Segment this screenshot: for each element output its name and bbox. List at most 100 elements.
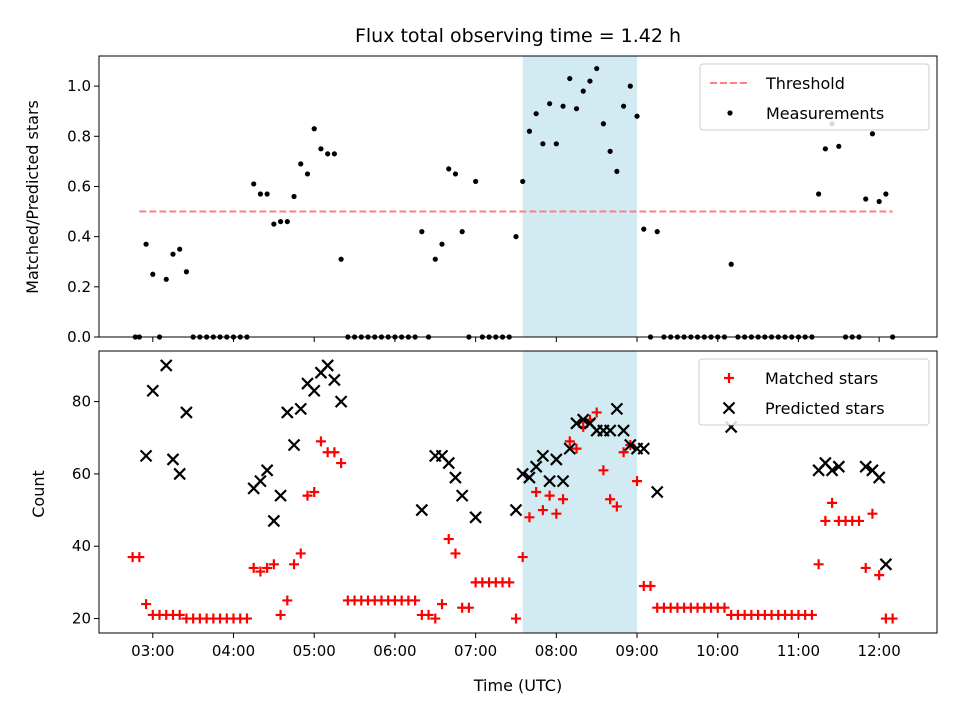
data-point [617, 424, 630, 437]
data-point [180, 406, 193, 419]
data-point [867, 508, 878, 519]
y-tick-label: 0.2 [67, 278, 91, 296]
data-point [594, 65, 600, 72]
data-point [728, 261, 734, 267]
data-point [719, 602, 730, 613]
legend: Matched stars Predicted stars [698, 358, 930, 426]
data-point [560, 103, 566, 109]
data-point [634, 113, 640, 119]
data-point [863, 196, 869, 202]
data-point [311, 126, 317, 132]
data-point [531, 487, 542, 497]
legend-box [698, 358, 930, 426]
data-point [620, 103, 627, 109]
data-point [537, 505, 548, 516]
data-point [260, 464, 274, 477]
y-tick-label: 0.8 [67, 127, 91, 145]
data-point [255, 566, 266, 577]
y-axis-label-bottom: Count [29, 470, 48, 518]
data-point [446, 166, 452, 172]
data-point [150, 271, 156, 277]
data-point [430, 613, 441, 624]
x-tick-label: 09:00 [615, 642, 658, 660]
data-point [173, 467, 186, 481]
data-point [291, 193, 297, 200]
data-point [139, 449, 153, 463]
data-point [410, 595, 421, 606]
data-point [654, 229, 660, 235]
data-point [816, 191, 822, 197]
data-point [170, 251, 176, 257]
legend-label: Predicted stars [765, 399, 885, 418]
data-point [143, 241, 149, 247]
data-point [423, 609, 434, 620]
data-point [274, 489, 287, 502]
data-point [321, 359, 334, 372]
data-point [827, 497, 838, 508]
data-point [309, 487, 320, 497]
data-point [533, 111, 539, 117]
data-point [887, 613, 898, 624]
data-point [650, 485, 664, 499]
data-point [257, 191, 264, 197]
legend-swatch [722, 401, 736, 415]
data-point [556, 474, 570, 488]
x-tick-label: 06:00 [373, 642, 416, 660]
data-point [267, 514, 281, 528]
legend-box [699, 63, 930, 131]
data-point [463, 602, 474, 613]
data-point [275, 609, 286, 620]
data-point [163, 276, 169, 282]
data-point [576, 413, 590, 426]
data-point [262, 562, 273, 573]
legend: Threshold Measurements [699, 63, 930, 131]
data-point [874, 570, 885, 581]
data-point [336, 458, 347, 469]
plot-area-top: 0.0 0.2 0.4 0.6 0.8 1.0 Threshold Measurements [67, 55, 938, 346]
data-point [455, 489, 469, 502]
data-point [315, 436, 326, 447]
data-point [551, 508, 562, 519]
data-point [618, 447, 629, 458]
plot-area-bottom: 20 40 60 80 03:00 04:00 05:00 06:00 07:00 08:00 09… [72, 350, 938, 660]
x-tick-label: 04:00 [212, 642, 255, 660]
data-point [637, 442, 651, 455]
axes-frame [98, 350, 938, 634]
legend-swatch [724, 373, 734, 383]
data-point [860, 562, 871, 573]
data-point [419, 229, 425, 235]
data-point [304, 171, 311, 177]
data-point [524, 512, 535, 523]
data-point [526, 128, 533, 134]
data-point [174, 609, 185, 620]
data-point [547, 101, 553, 107]
highlight-span [522, 56, 638, 337]
data-point [437, 599, 448, 610]
data-point [284, 218, 290, 225]
data-point [281, 406, 294, 419]
data-point [254, 474, 267, 488]
data-point [277, 218, 284, 225]
y-axis-label-top: Matched/Predicted stars [23, 100, 42, 294]
x-axis-label: Time (UTC) [473, 676, 562, 695]
data-point [591, 407, 602, 418]
data-point [550, 453, 563, 466]
data-point [836, 143, 842, 149]
data-point [876, 198, 882, 205]
data-point [331, 151, 337, 157]
data-point [338, 256, 344, 262]
data-point [822, 146, 828, 152]
data-point [289, 559, 300, 570]
data-point [607, 148, 613, 154]
data-point [872, 471, 886, 484]
data-point [513, 234, 519, 240]
legend-label: Matched stars [765, 369, 878, 388]
data-point [415, 503, 429, 517]
data-point [558, 494, 569, 505]
data-point [287, 438, 301, 452]
data-point [248, 562, 259, 573]
y-tick-label: 60 [72, 465, 91, 483]
data-point [605, 494, 616, 505]
data-point [571, 443, 582, 454]
series-predicted-stars [139, 359, 893, 571]
